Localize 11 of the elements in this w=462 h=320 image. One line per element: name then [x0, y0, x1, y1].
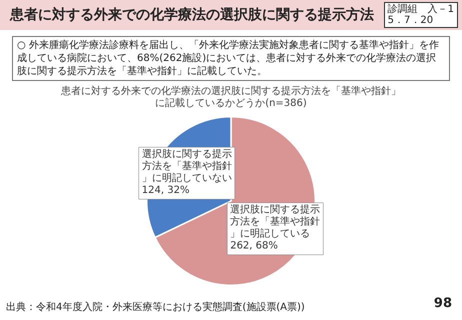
text: 98 — [434, 296, 452, 311]
chart-title: 患者に対する外来での化学療法の選択肢に関する提示方法 — [10, 6, 374, 24]
text: 診調組 入－1 — [388, 4, 454, 15]
slice-label: 選択肢に関する提示方法を「基準や指針」に明記している — [230, 203, 320, 240]
text: 5．7．20 — [388, 15, 434, 26]
slice-label: 選択肢に関する提示方法を「基準や指針」に明記していない — [142, 148, 232, 184]
data-label: 262, 68% — [230, 240, 278, 252]
source-note: 出典：令和4年度入院・外来医療等における実態調査(施設票(A票)) — [6, 300, 305, 314]
chart-subtitle: 患者に対する外来での化学療法の選択肢に関する提示方法を「基準や指針」に記載しているかどうか(n=386) — [60, 86, 402, 110]
text: ○ 外来腫瘍化学療法診療料を届出し、「外来化学療法実施対象患者に関する基準や指針」を作成している病院において、68%(262施設)においては、患者に対する外来での化学療法の選択肢に関する提示方法を「基準や指針」に記載していた。 — [12, 36, 450, 81]
data-label: 124, 32% — [142, 184, 190, 196]
